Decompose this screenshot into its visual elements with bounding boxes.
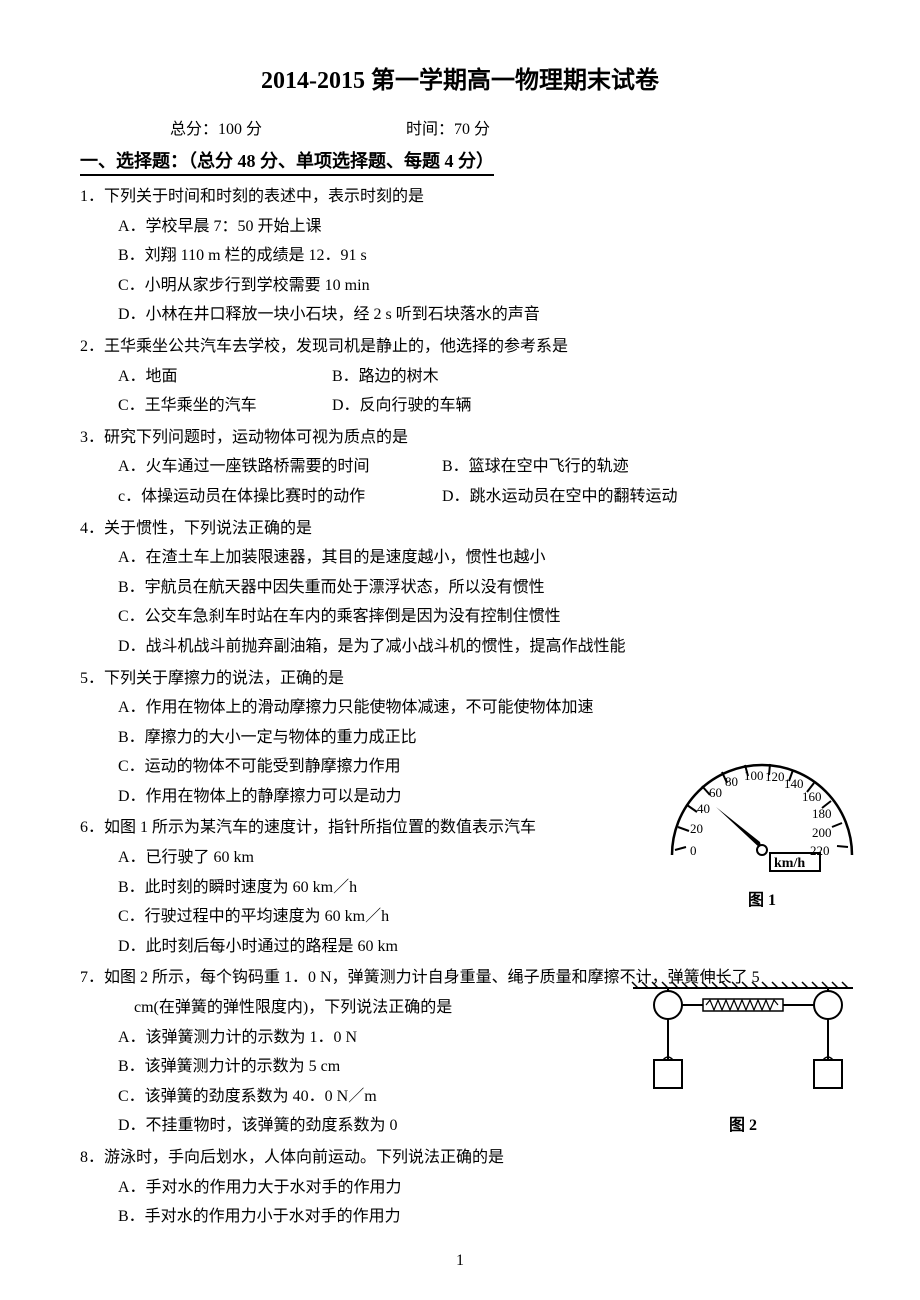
total-score: 总分：100 分 xyxy=(170,115,262,139)
q4-option-d: D．战斗机战斗前抛弃副油箱，是为了减小战斗机的惯性，提高作战性能 xyxy=(118,632,840,662)
q5-option-a: A．作用在物体上的滑动摩擦力只能使物体减速，不可能使物体加速 xyxy=(118,693,840,723)
question-3: 3．研究下列问题时，运动物体可视为质点的是 A．火车通过一座铁路桥需要的时间 B… xyxy=(80,423,840,512)
q5-num: 5． xyxy=(80,670,104,687)
q8-num: 8． xyxy=(80,1149,104,1166)
tick-120: 120 xyxy=(765,769,785,784)
q1-text: 下列关于时间和时刻的表述中，表示时刻的是 xyxy=(104,188,424,205)
q3-option-c: c．体操运动员在体操比赛时的动作 xyxy=(118,482,438,512)
q6-option-d: D．此时刻后每小时通过的路程是 60 km xyxy=(118,932,840,962)
question-1: 1．下列关于时间和时刻的表述中，表示时刻的是 A．学校早晨 7：50 开始上课 … xyxy=(80,182,840,330)
q2-option-a: A．地面 xyxy=(118,362,328,392)
tick-60: 60 xyxy=(709,785,722,800)
figure-2-label: 图 2 xyxy=(628,1111,858,1135)
tick-180: 180 xyxy=(812,806,832,821)
q6-text: 如图 1 所示为某汽车的速度计，指针所指位置的数值表示汽车 xyxy=(104,819,536,836)
figure-1-label: 图 1 xyxy=(662,886,862,910)
q3-option-b: B．篮球在空中飞行的轨迹 xyxy=(442,452,629,482)
tick-0: 0 xyxy=(690,843,697,858)
q8-text: 游泳时，手向后划水，人体向前运动。下列说法正确的是 xyxy=(104,1149,504,1166)
question-8: 8．游泳时，手向后划水，人体向前运动。下列说法正确的是 A．手对水的作用力大于水… xyxy=(80,1143,840,1232)
tick-80: 80 xyxy=(725,774,738,789)
unit-label: km/h xyxy=(774,856,805,871)
time-limit: 时间：70 分 xyxy=(406,115,490,139)
page-number: 1 xyxy=(0,1252,920,1270)
q8-option-a: A．手对水的作用力大于水对手的作用力 xyxy=(118,1173,840,1203)
tick-160: 160 xyxy=(802,789,822,804)
q4-option-b: B．宇航员在航天器中因失重而处于漂浮状态，所以没有惯性 xyxy=(118,573,840,603)
figure-2: 图 2 xyxy=(628,980,858,1135)
tick-100: 100 xyxy=(744,768,764,783)
question-4: 4．关于惯性，下列说法正确的是 A．在渣土车上加装限速器，其目的是速度越小，惯性… xyxy=(80,514,840,662)
q3-text: 研究下列问题时，运动物体可视为质点的是 xyxy=(104,429,408,446)
q4-num: 4． xyxy=(80,520,104,537)
figure-1: 0 20 40 60 80 100 120 140 160 180 200 22… xyxy=(662,745,862,910)
q8-option-b: B．手对水的作用力小于水对手的作用力 xyxy=(118,1202,840,1232)
q2-option-b: B．路边的树木 xyxy=(332,362,439,392)
q1-num: 1． xyxy=(80,188,104,205)
q2-option-c: C．王华乘坐的汽车 xyxy=(118,391,328,421)
tick-140: 140 xyxy=(784,776,804,791)
spring-diagram-icon xyxy=(628,980,858,1100)
q3-option-a: A．火车通过一座铁路桥需要的时间 xyxy=(118,452,438,482)
q7-num: 7． xyxy=(80,969,104,986)
q2-option-d: D．反向行驶的车辆 xyxy=(332,391,472,421)
q4-option-c: C．公交车急刹车时站在车内的乘客摔倒是因为没有控制住惯性 xyxy=(118,602,840,632)
q2-num: 2． xyxy=(80,338,104,355)
q1-option-b: B．刘翔 110 m 栏的成绩是 12．91 s xyxy=(118,241,840,271)
question-2: 2．王华乘坐公共汽车去学校，发现司机是静止的，他选择的参考系是 A．地面 B．路… xyxy=(80,332,840,421)
q6-num: 6． xyxy=(80,819,104,836)
section-1-header: 一、选择题：（总分 48 分、单项选择题、每题 4 分） xyxy=(80,147,494,176)
tick-200: 200 xyxy=(812,825,832,840)
tick-40: 40 xyxy=(697,801,710,816)
q1-option-d: D．小林在井口释放一块小石块，经 2 s 听到石块落水的声音 xyxy=(118,300,840,330)
q3-option-d: D．跳水运动员在空中的翻转运动 xyxy=(442,482,678,512)
q3-num: 3． xyxy=(80,429,104,446)
q4-text: 关于惯性，下列说法正确的是 xyxy=(104,520,312,537)
q1-option-c: C．小明从家步行到学校需要 10 min xyxy=(118,271,840,301)
page-title: 2014-2015 第一学期高一物理期末试卷 xyxy=(80,60,840,95)
meta-row: 总分：100 分 时间：70 分 xyxy=(80,115,840,139)
q1-option-a: A．学校早晨 7：50 开始上课 xyxy=(118,212,840,242)
tick-20: 20 xyxy=(690,821,703,836)
q2-text: 王华乘坐公共汽车去学校，发现司机是静止的，他选择的参考系是 xyxy=(104,338,568,355)
q5-text: 下列关于摩擦力的说法，正确的是 xyxy=(104,670,344,687)
speedometer-icon: 0 20 40 60 80 100 120 140 160 180 200 22… xyxy=(662,745,862,875)
needle-icon xyxy=(716,807,762,850)
q4-option-a: A．在渣土车上加装限速器，其目的是速度越小，惯性也越小 xyxy=(118,543,840,573)
